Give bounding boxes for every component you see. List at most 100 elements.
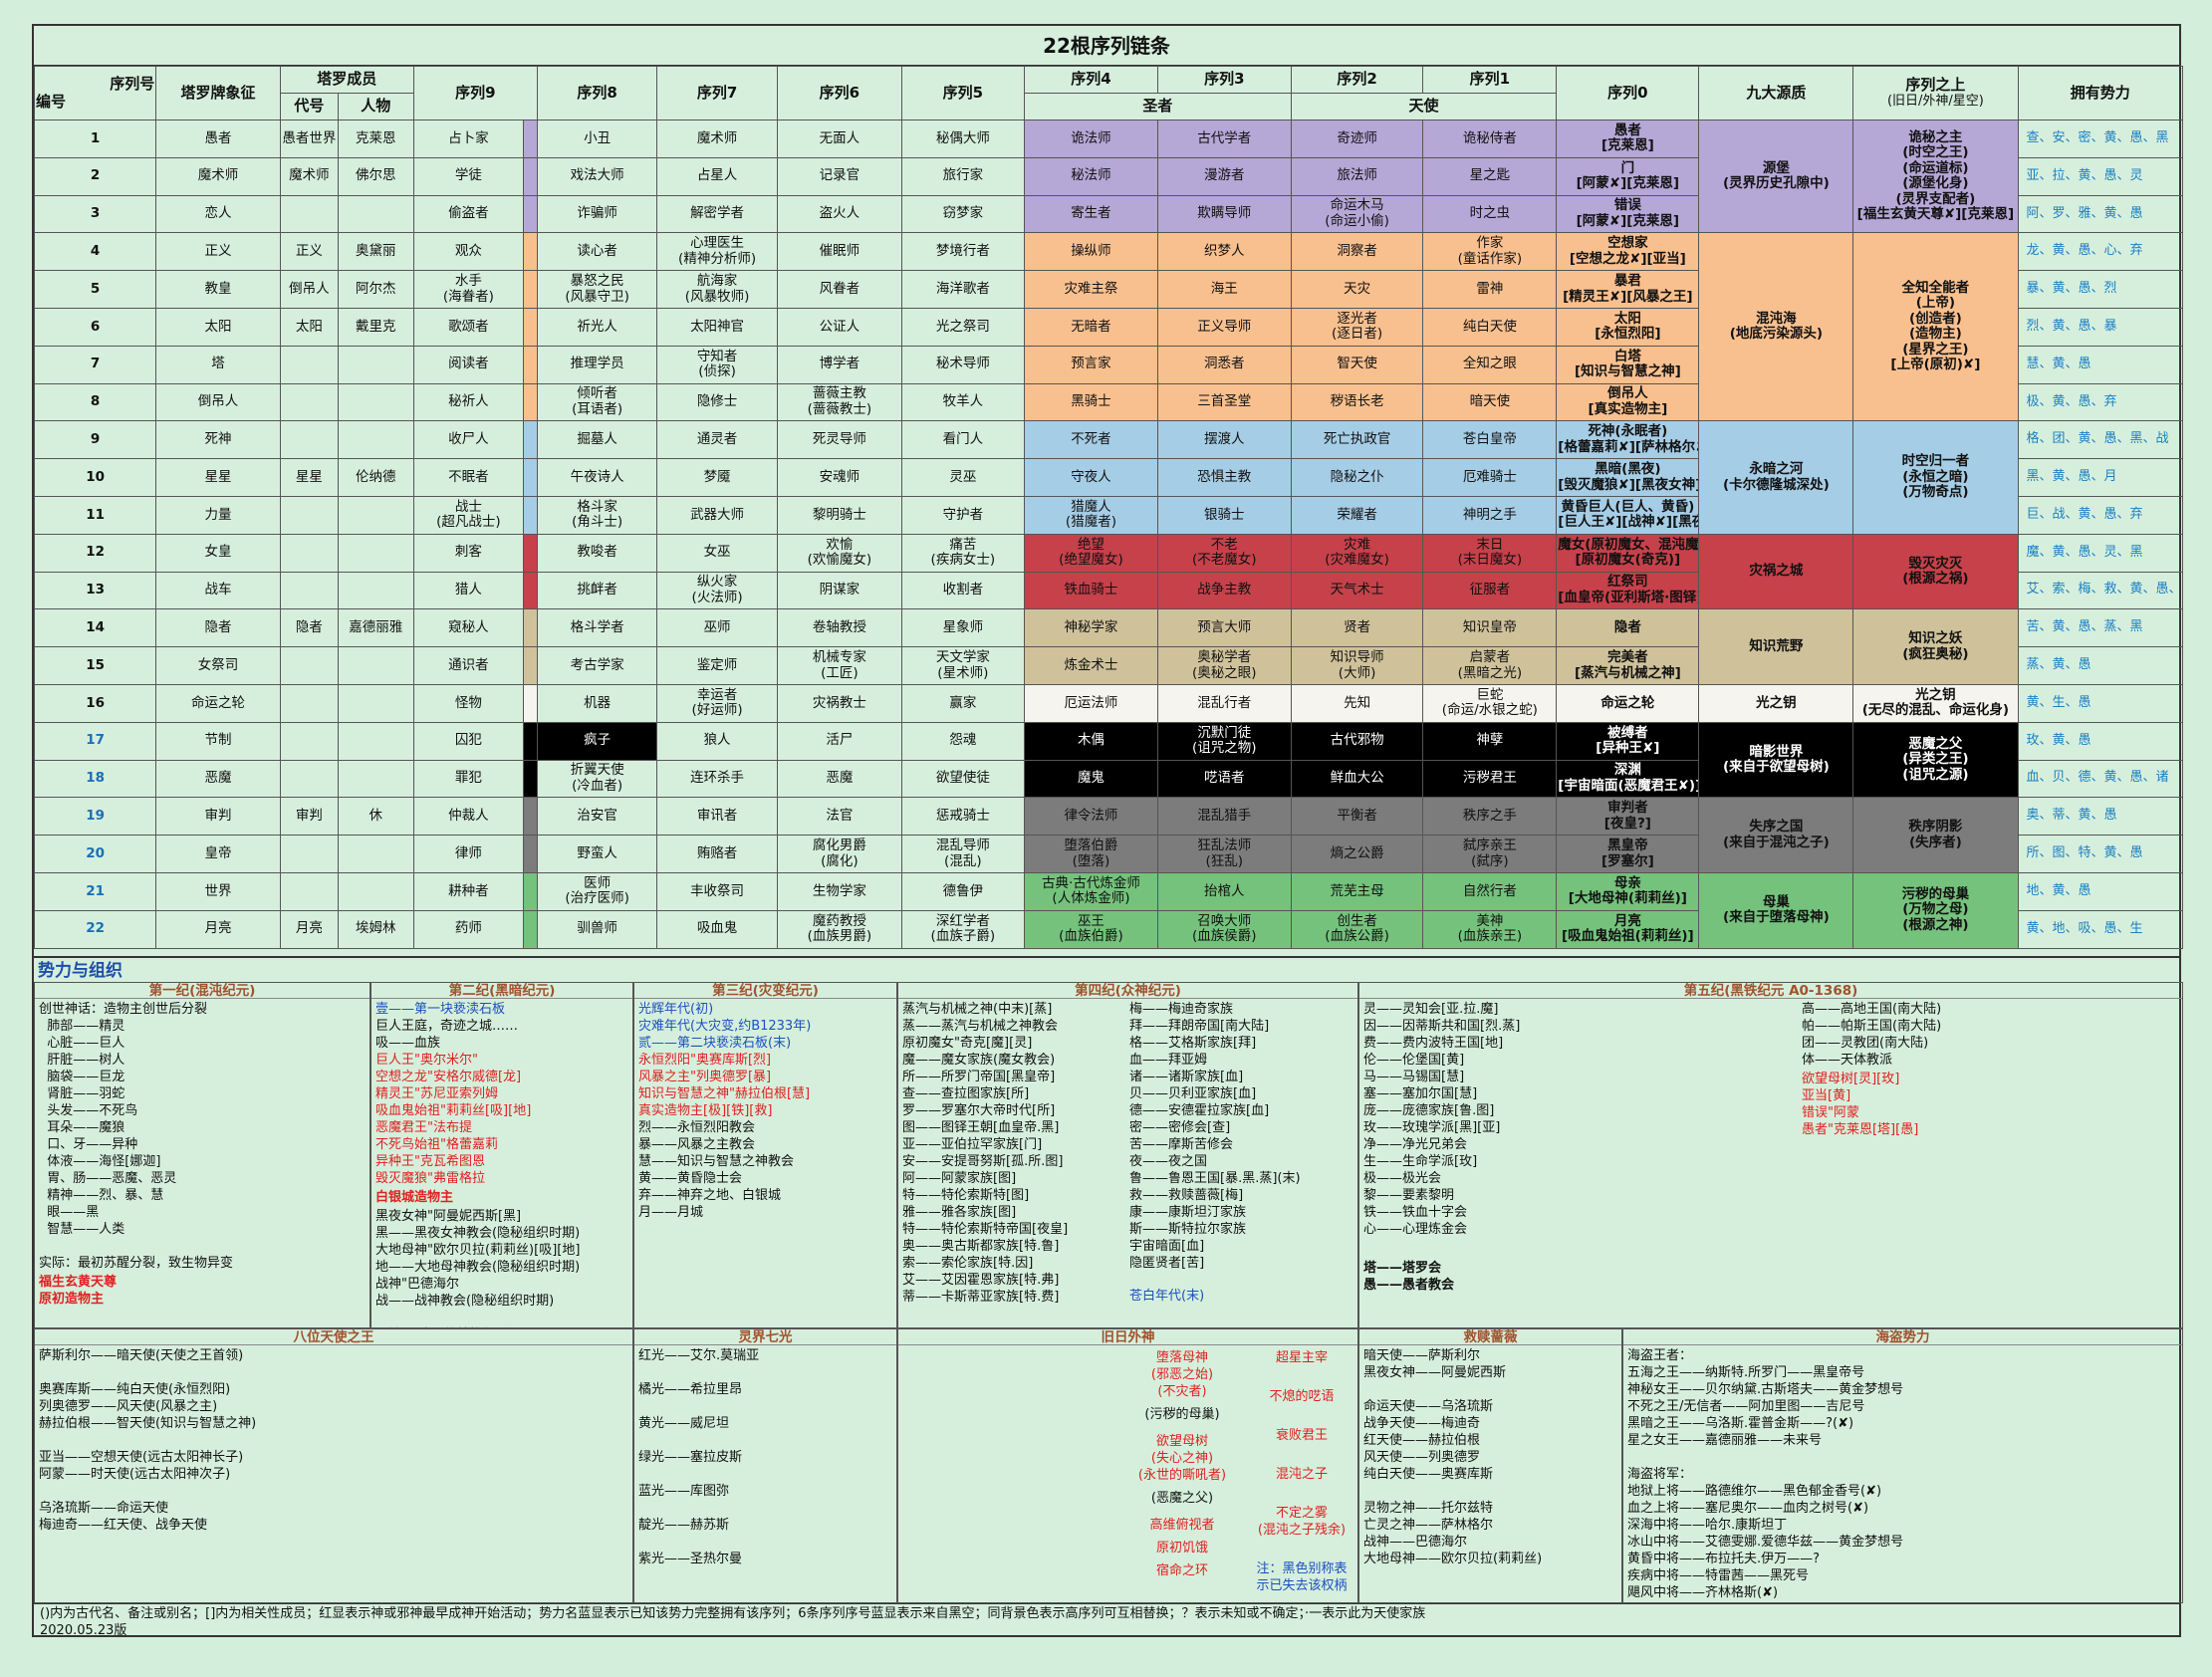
person-cell: 克莱恩 xyxy=(337,120,414,158)
outer-god-right: 超星主宰 xyxy=(1275,1350,1328,1365)
seq3-cell: 洞悉者 xyxy=(1156,345,1292,384)
seq0-cell: 暴君 [精灵王✘][风暴之王] xyxy=(1556,270,1700,309)
above-sub-label: (旧日/外神/星空) xyxy=(1886,93,1984,109)
table-row: 21 世界 耕种者 医师 (治疗医师) 丰收祭司 生物学家 德鲁伊 古典·古代炼金师 (人体炼… xyxy=(33,871,2184,949)
seq3-cell: 混乱行者 xyxy=(1156,683,1292,723)
seq5-cell: 灵巫 xyxy=(900,458,1026,497)
table-row: 8 倒吊人 秘祈人 倾听者 (耳语者) 隐修士 蔷薇主教 (蔷薇教士) 牧羊人 黑骑士 三首圣堂… xyxy=(33,382,2184,422)
code-cell: 魔术师 xyxy=(279,156,339,196)
color-bar xyxy=(523,194,539,234)
era4-header: 第四纪(众神纪元) xyxy=(898,983,1357,999)
seq4-cell: 不死者 xyxy=(1024,420,1158,460)
seq2-cell: 隐秘之仆 xyxy=(1290,458,1424,497)
seq1-cell: 诡秘侍者 xyxy=(1422,120,1558,158)
seq7-cell: 审讯者 xyxy=(656,797,779,837)
table-row: 10 星星 星星 伦纳德 不眠者 午夜诗人 梦魇 安魂师 灵巫 守夜人 恐惧主教 隐秘之仆 厄难骑士 黑暗… xyxy=(33,458,2184,497)
rose-text: 暗天使——萨斯利尔 黑夜女神——阿曼妮西斯 命运天使——乌洛琉斯 战争天使——梅… xyxy=(1363,1348,1543,1566)
tarot-cell: 战车 xyxy=(155,571,281,610)
tarot-cell: 愚者 xyxy=(155,120,281,158)
color-bar xyxy=(523,382,539,422)
row-number: 2 xyxy=(33,156,157,196)
outer-god-left: 堕落母神 (邪恶之始) (不灾者) xyxy=(1150,1350,1214,1399)
outer-note: 注：黑色别称表 示已失去该权柄 xyxy=(1256,1561,1348,1593)
person-cell: 戴里克 xyxy=(337,307,414,347)
outer-header: 旧日外神 xyxy=(898,1329,1357,1345)
seq4-cell: 秘法师 xyxy=(1024,156,1158,196)
seq7-header: 序列7 xyxy=(656,66,779,120)
row-number: 3 xyxy=(33,194,157,234)
seq8-cell: 医师 (治疗医师) xyxy=(537,871,658,911)
seq6-cell: 法官 xyxy=(777,797,902,837)
seq3-cell: 织梦人 xyxy=(1156,232,1292,272)
color-bar xyxy=(523,420,539,460)
seq9-cell: 不眠者 xyxy=(412,458,525,497)
seq1-cell: 污秽君王 xyxy=(1422,759,1558,799)
seq8-cell: 野蛮人 xyxy=(537,835,658,873)
seq5-cell: 窃梦家 xyxy=(900,194,1026,234)
seq7-cell: 太阳神官 xyxy=(656,307,779,347)
seq6-cell: 记录官 xyxy=(777,156,902,196)
seven-header: 灵界七光 xyxy=(634,1329,896,1345)
era5-bold: 塔——塔罗会 愚——愚者教会 xyxy=(1363,1261,1455,1293)
seq3-cell: 呓语者 xyxy=(1156,759,1292,799)
table-row: 5 教皇 倒吊人 阿尔杰 水手 (海眷者) 暴怒之民 (风暴守卫) 航海家 (风暴牧师) 风眷… xyxy=(33,270,2184,309)
color-bar xyxy=(523,608,539,648)
color-bar xyxy=(523,120,539,158)
seq2-cell: 死亡执政官 xyxy=(1290,420,1424,460)
seq2-cell: 荣耀者 xyxy=(1290,495,1424,535)
seq8-cell: 暴怒之民 (风暴守卫) xyxy=(537,270,658,309)
seq2-header: 序列2 xyxy=(1290,66,1424,94)
source-cell: 知识荒野 xyxy=(1698,608,1854,685)
tarot-cell: 恶魔 xyxy=(155,759,281,799)
seq6-cell: 腐化男爵 (腐化) xyxy=(777,835,902,873)
seq2-cell: 旅法师 xyxy=(1290,156,1424,196)
seq2-cell: 贤者 xyxy=(1290,608,1424,648)
seq4-cell: 木偶 xyxy=(1024,721,1158,761)
table-row: 16 命运之轮 怪物 机器 幸运者 (好运师) 灾祸教士 赢家 厄运法师 混乱行者 先知 巨蛇 (命… xyxy=(33,683,2184,723)
code-cell xyxy=(279,533,339,573)
seq1-cell: 苍白皇帝 xyxy=(1422,420,1558,460)
seq9-cell: 窥秘人 xyxy=(412,608,525,648)
source-cell: 失序之国 (来自于混沌之子) xyxy=(1698,797,1854,873)
row-number: 7 xyxy=(33,345,157,384)
person-cell xyxy=(337,571,414,610)
seq6-cell: 生物学家 xyxy=(777,871,902,911)
era2-blue: 壹——第一块亵渎石板 xyxy=(375,1002,506,1017)
tarot-cell: 星星 xyxy=(155,458,281,497)
seq8-cell: 倾听者 (耳语者) xyxy=(537,382,658,422)
faction-cell: 极、黄、愚、弃 xyxy=(2017,382,2184,422)
era2-red2: 白银城造物主 xyxy=(375,1190,454,1205)
seq0-cell: 命运之轮 xyxy=(1556,683,1700,723)
code-cell xyxy=(279,345,339,384)
row-number: 15 xyxy=(33,646,157,685)
tarot-cell: 死神 xyxy=(155,420,281,460)
faction-cell: 所、图、特、黄、愚 xyxy=(2017,835,2184,873)
seq8-header: 序列8 xyxy=(537,66,658,120)
seq0-cell: 隐者 xyxy=(1556,608,1700,648)
outer-panel: 旧日外神 堕落母神 (邪恶之始) (不灾者) (污秽的母巢) 欲望母树 (失心之神)… xyxy=(897,1328,1358,1603)
source-cell: 灾祸之城 xyxy=(1698,533,1854,610)
seq2-cell: 智天使 xyxy=(1290,345,1424,384)
rose-panel: 救赎蔷薇 暗天使——萨斯利尔 黑夜女神——阿曼妮西斯 命运天使——乌洛琉斯 战争… xyxy=(1358,1328,1622,1603)
seq7-cell: 连环杀手 xyxy=(656,759,779,799)
era5-panel: 第五纪(黑铁纪元 A0-1368) 灵——灵知会[亚.拉.魔] 因——因蒂斯共和… xyxy=(1358,982,2183,1328)
color-bar xyxy=(523,270,539,309)
era4-col1: 蒸汽与机械之神(中末)[蒸] 蒸——蒸汽与机械之神教会 原初魔女"奇克[魔][灵… xyxy=(902,1002,1069,1305)
code-cell: 愚者世界 xyxy=(279,120,339,158)
seq6-cell: 蔷薇主教 (蔷薇教士) xyxy=(777,382,902,422)
rose-header: 救赎蔷薇 xyxy=(1359,1329,1621,1345)
outer-god-left: 宿命之环 xyxy=(1155,1563,1208,1578)
seq8-cell: 格斗学者 xyxy=(537,608,658,648)
tarot-cell: 节制 xyxy=(155,721,281,761)
seq4-cell: 绝望 (绝望魔女) xyxy=(1024,533,1158,573)
row-number: 20 xyxy=(33,835,157,873)
faction-cell: 慧、黄、愚 xyxy=(2017,345,2184,384)
color-bar xyxy=(523,646,539,685)
seq1-cell: 神明之手 xyxy=(1422,495,1558,535)
seq9-cell: 通识者 xyxy=(412,646,525,685)
faction-header: 拥有势力 xyxy=(2017,66,2184,120)
seq4-cell: 古典·古代炼金师 (人体炼金师) xyxy=(1024,871,1158,911)
person-cell xyxy=(337,721,414,761)
faction-cell: 地、黄、愚 xyxy=(2017,871,2184,911)
seq8-cell: 驯兽师 xyxy=(537,909,658,949)
